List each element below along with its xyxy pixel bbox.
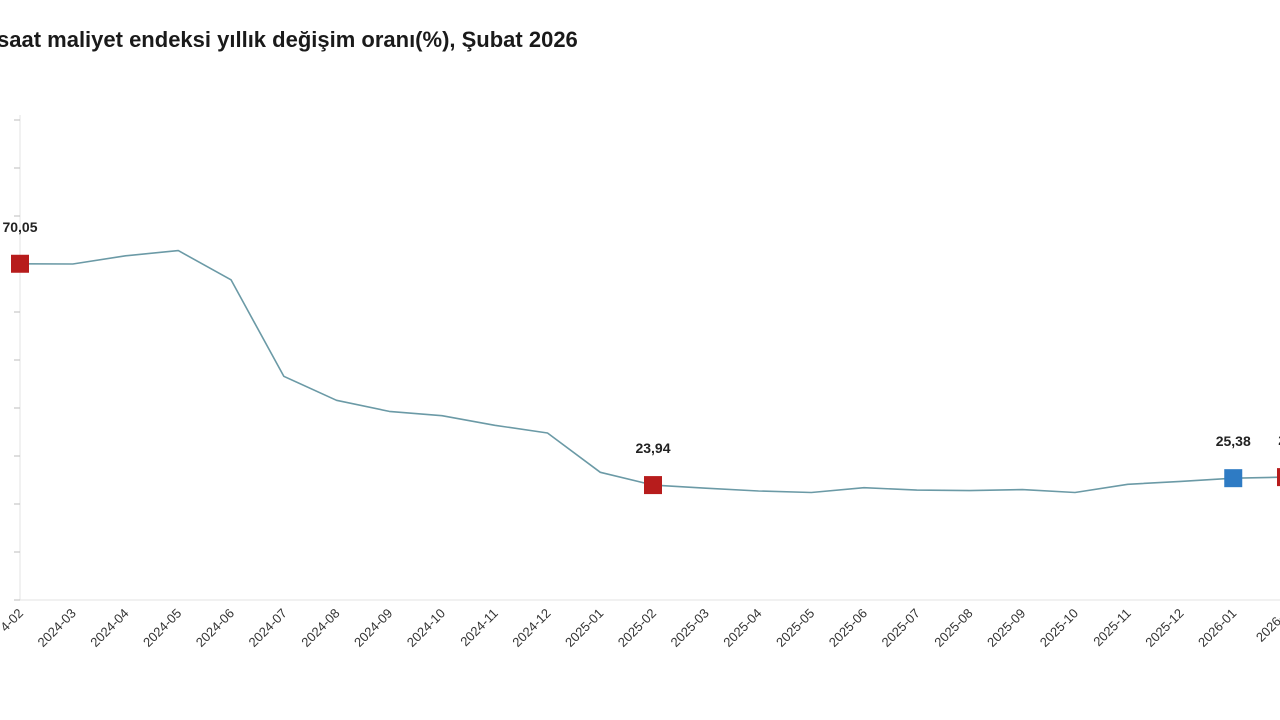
marker-2026-01 <box>1224 469 1243 488</box>
x-tick-label: 2025-08 <box>931 606 975 650</box>
x-tick-label: 2024-03 <box>35 606 79 650</box>
data-label-2026-01: 25,38 <box>1216 433 1251 449</box>
x-tick-label: 2025-05 <box>773 606 817 650</box>
x-tick-label: 2025-03 <box>668 606 712 650</box>
x-tick-label: 2025-10 <box>1037 606 1081 650</box>
x-tick-label: 2025-04 <box>720 606 764 650</box>
x-tick-label: 2024-09 <box>351 606 395 650</box>
label-layer: 70,05 23,94 25,38 25 <box>2 219 1280 456</box>
series-line-0 <box>19 249 1280 494</box>
marker-2026-02 <box>1277 468 1280 487</box>
data-label-2026-02: 25 <box>1278 432 1280 448</box>
marker-2025-02 <box>644 476 662 495</box>
x-tick-label: 2025-01 <box>562 606 606 650</box>
x-tick-label: 2024-08 <box>298 606 342 650</box>
x-tick-label: 2024-05 <box>140 606 184 650</box>
x-tick-label: 2026-01 <box>1195 606 1239 650</box>
x-tick-label: 2024-11 <box>457 606 501 650</box>
x-tick-label: 2024-10 <box>404 606 448 650</box>
x-tick-label: 2025-02 <box>615 606 659 650</box>
x-tick-label: 2026-0 <box>1253 606 1280 645</box>
marker-2024-02 <box>11 254 29 273</box>
x-tick-layer: 4-02 2024-03 2024-04 2024-05 2024-06 2024-07 2… <box>0 606 1280 650</box>
x-tick-label: 2025-06 <box>826 606 870 650</box>
x-tick-label: 2024-12 <box>509 606 553 650</box>
x-tick-label: 2024-06 <box>193 606 237 650</box>
series-layer <box>19 249 1280 494</box>
data-label-2024-02: 70,05 <box>2 219 37 235</box>
x-tick-label: 2025-11 <box>1090 606 1134 650</box>
chart-title: saat maliyet endeksi yıllık değişim oran… <box>0 27 578 52</box>
x-tick-label: 4-02 <box>0 606 26 635</box>
x-tick-label: 2025-12 <box>1142 606 1186 650</box>
axis-layer <box>14 115 1280 601</box>
x-tick-label: 2025-07 <box>879 606 923 650</box>
marker-layer <box>11 254 1280 495</box>
data-label-2025-02: 23,94 <box>635 440 670 456</box>
x-tick-label: 2024-04 <box>87 606 131 650</box>
x-tick-label: 2024-07 <box>246 606 290 650</box>
x-tick-label: 2025-09 <box>984 606 1028 650</box>
